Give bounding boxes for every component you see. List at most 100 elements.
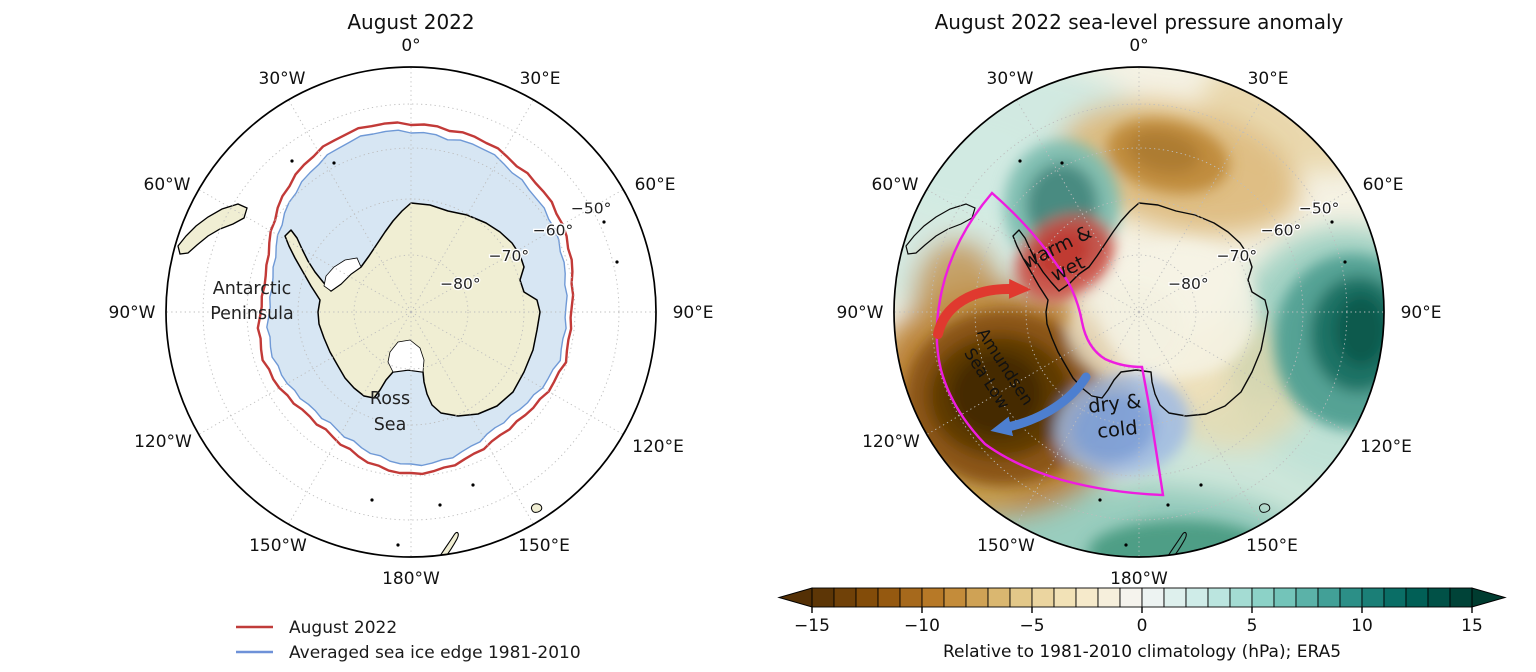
warm-advection-arrow <box>933 278 1031 339</box>
island-speck <box>1124 543 1128 547</box>
graticule-meridian <box>288 99 412 313</box>
latitude-label: −70° <box>489 247 529 265</box>
colorbar-segment <box>965 587 989 608</box>
colorbar-left-extend-arrow <box>777 587 813 608</box>
graticule-meridian <box>1016 99 1140 313</box>
anomaly-blob <box>1033 230 1091 280</box>
colorbar-tick-label: −15 <box>794 616 830 636</box>
graticule-meridian <box>410 311 534 525</box>
longitude-label: 90°W <box>837 303 884 323</box>
colorbar-right-extend-arrow <box>1471 587 1507 608</box>
graticule-meridian <box>410 99 534 313</box>
longitude-label: 150°E <box>1246 536 1298 556</box>
longitude-label: 120°E <box>632 437 684 457</box>
longitude-label: 120°W <box>134 432 192 452</box>
antarctic-peninsula-label-line1: Antarctic <box>213 279 291 299</box>
colorbar-segment <box>1207 587 1231 608</box>
colorbar-segment <box>1383 587 1407 608</box>
longitude-label: 150°E <box>518 536 570 556</box>
graticule-meridian <box>1138 99 1262 313</box>
longitude-label: 120°E <box>1360 437 1412 457</box>
colorbar-segment <box>1251 587 1275 608</box>
graticule-parallel <box>202 103 620 521</box>
colorbar-segment <box>1295 587 1319 608</box>
anomaly-blob <box>1072 393 1156 463</box>
island-speck <box>1060 161 1064 165</box>
graticule-parallel <box>246 147 576 477</box>
right-graticule <box>894 67 1384 557</box>
colorbar-segment <box>811 587 835 608</box>
island-speck <box>615 260 619 264</box>
left-map-boundary <box>165 66 657 558</box>
ross-sea-label-line1: Ross <box>370 389 410 409</box>
left-latitude-labels: −50° −60°−70° −80° <box>439 198 613 294</box>
anomaly-blob <box>1335 294 1384 366</box>
longitude-label: 0° <box>1129 36 1148 56</box>
pressure-anomaly-colorbar: −15 −10 −5 0 5 10 15 Relative to 1981-2010 cli… <box>777 587 1507 662</box>
colorbar-tick-label: 0 <box>1137 616 1148 636</box>
graticule-parallel <box>1025 198 1253 426</box>
island-speck <box>1166 503 1170 507</box>
colorbar-segment <box>921 587 945 608</box>
longitude-label: 90°E <box>1401 303 1442 323</box>
dry-cold-line1: dry & <box>1087 389 1142 417</box>
island-speck <box>1098 498 1102 502</box>
anomaly-blob <box>1088 520 1272 557</box>
anomaly-blob <box>1128 131 1200 173</box>
latitude-label: −60° <box>1261 222 1301 240</box>
longitude-label: 60°E <box>1363 175 1404 195</box>
dry-cold-line2: cold <box>1096 416 1139 443</box>
cold-advection-arrow <box>990 372 1091 437</box>
island-speck <box>1330 220 1334 224</box>
pressure-anomaly-map-panel: August 2022 sea-level pressure anomaly w… <box>837 10 1442 589</box>
island-speck <box>602 220 606 224</box>
latitude-label: −50° <box>571 200 611 218</box>
latitude-label: −80° <box>1168 275 1208 293</box>
dry-cold-annotation: dry & cold <box>1087 389 1142 443</box>
graticule-meridian <box>926 189 1140 313</box>
colorbar-segment <box>1273 587 1297 608</box>
longitude-label: 180°W <box>382 569 440 589</box>
colorbar-segment <box>1405 587 1429 608</box>
sea-ice-map-panel: August 2022 0° 30°E 60°E 90°E 120°E 150°E 180°… <box>109 10 714 663</box>
longitude-label: 30°E <box>520 69 561 89</box>
colorbar-segment <box>943 587 967 608</box>
antarctic-peninsula-label-line2: Peninsula <box>210 304 294 324</box>
anomaly-blob <box>951 352 1043 436</box>
anomaly-blob <box>1067 282 1183 378</box>
graticule-parallel <box>1081 254 1197 370</box>
longitude-label: 30°W <box>987 69 1034 89</box>
island-speck <box>332 161 336 165</box>
colorbar-segment <box>1119 587 1143 608</box>
longitude-label: 120°W <box>862 432 920 452</box>
longitude-label: 150°W <box>249 536 307 556</box>
graticule-meridian <box>198 311 412 435</box>
left-map-legend: August 2022 Averaged sea ice edge 1981-2… <box>236 618 581 663</box>
ronne-ice-shelf <box>323 257 362 292</box>
colorbar-tick-label: −5 <box>1019 616 1044 636</box>
colorbar-segment <box>1185 587 1209 608</box>
colorbar-segment <box>1229 587 1253 608</box>
colorbar-caption: Relative to 1981-2010 climatology (hPa);… <box>943 642 1341 662</box>
colorbar-segment <box>1361 587 1385 608</box>
latitude-label: −50° <box>1299 200 1339 218</box>
island-speck <box>290 159 294 163</box>
colorbar-segment <box>1427 587 1451 608</box>
right-map-boundary <box>893 66 1385 558</box>
graticule-meridian <box>1138 189 1352 313</box>
graticule-meridian <box>410 311 624 435</box>
right-map-title: August 2022 sea-level pressure anomaly <box>935 10 1344 34</box>
left-map-title: August 2022 <box>347 10 474 34</box>
colorbar-segment <box>877 587 901 608</box>
south-america-tip <box>177 203 248 255</box>
island-speck <box>396 543 400 547</box>
graticule-parallel <box>974 147 1304 477</box>
colorbar-segment <box>1053 587 1077 608</box>
graticule-parallel <box>297 198 525 426</box>
colorbar-segment <box>1031 587 1055 608</box>
graticule-meridian <box>1138 311 1262 525</box>
island-speck <box>1199 483 1203 487</box>
graticule-meridian <box>1138 311 1352 435</box>
legend-label-averaged-edge: Averaged sea ice edge 1981-2010 <box>289 643 581 663</box>
colorbar-segment <box>899 587 923 608</box>
